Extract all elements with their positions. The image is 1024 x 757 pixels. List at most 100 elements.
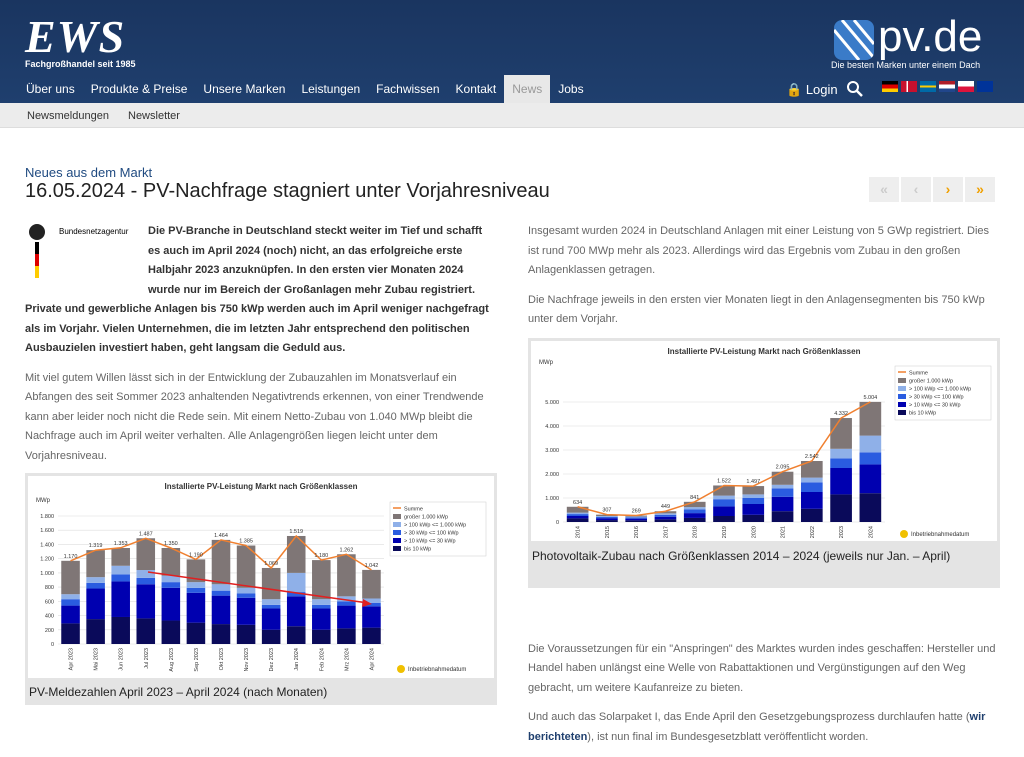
nav-item[interactable]: Fachwissen [376,82,440,96]
bar-segment [86,577,105,583]
bar-segment [566,514,589,516]
legend-swatch [393,514,401,519]
data-label: 1.042 [365,563,379,569]
bar-segment [830,494,852,522]
figure: Installierte PV-Leistung Markt nach Größ… [25,473,497,705]
bar-segment [211,595,231,625]
legend-label: großer 1.000 kWp [404,515,448,521]
flag[interactable] [958,81,974,92]
bar-segment [654,511,677,514]
sub-nav-item[interactable]: Newsmeldungen [27,110,109,122]
bar-segment [742,504,765,515]
flag[interactable] [882,81,898,92]
nav-item[interactable]: Leistungen [301,82,361,96]
paragraph: Insgesamt wurden 2024 in Deutschland Anl… [528,225,990,276]
kicker: Neues aus dem Markt [25,165,153,180]
data-label: 634 [573,500,582,506]
flag[interactable] [977,81,993,92]
bar-segment [859,493,882,522]
bar-segment [830,448,852,459]
chart: Installierte PV-Leistung Markt nach Größ… [28,476,494,678]
bar-segment [161,587,181,621]
nav-item[interactable]: Produkte & Preise [90,82,188,96]
last[interactable]: » [965,177,995,202]
bar-segment [236,545,256,588]
agency-name: Bundesnetzagentur [59,227,129,236]
brand[interactable]: pv.de [878,12,983,61]
x-tick-label: 2019 [722,526,728,538]
bar-segment [859,401,882,436]
bar-segment [136,577,156,585]
left-column: Bundesnetzagentur Die PV-Branche in Deut… [25,222,497,476]
bar-segment [111,616,130,644]
data-label: 269 [632,509,641,515]
bar-segment [771,471,794,485]
legend-label: > 30 kWp <= 100 kWp [909,395,964,401]
bar-segment [771,511,794,522]
y-tick-label: 1.400 [40,542,54,548]
bar-segment [136,538,156,571]
flag[interactable] [901,81,917,92]
bar-segment [362,627,381,644]
x-tick-label: 2015 [605,526,611,538]
bar-segment [713,499,735,507]
brand-icon [834,20,874,60]
data-label: 307 [602,508,611,514]
x-tick-label: 2018 [693,526,699,538]
header: EWS Fachgroßhandel seit 1985 pv.de Die b… [0,0,1024,103]
x-tick-label: 2024 [868,526,874,538]
y-tick-label: 0 [556,520,559,526]
nav-item[interactable]: Unsere Marken [203,82,286,96]
x-tick-label: Dez 2023 [269,648,275,672]
bar-segment [713,506,735,516]
text: Und auch das Solarpaket I, das Ende Apri… [528,711,970,723]
pager: «‹ ›» [869,177,995,202]
login-label[interactable]: Login [805,82,838,97]
x-tick-label: Feb 2024 [319,648,325,671]
sub-nav-item[interactable]: Newsletter [128,110,180,122]
bar-segment [625,518,648,521]
y-tick-label: 3.000 [545,448,559,454]
x-axis-icon [900,530,908,538]
bar-segment [566,518,589,522]
paragraph: Die Nachfrage jeweils in den ersten vier… [528,293,985,326]
bar-segment [161,575,181,583]
caption: PV-Meldezahlen April 2023 – April 2024 (… [29,685,328,699]
next[interactable]: › [933,177,963,202]
bar-segment [337,601,356,606]
legend-label: > 30 kWp <= 100 kWp [404,531,459,537]
bar-segment [312,608,331,630]
bar-segment [566,516,589,519]
login[interactable]: 🔒 Login [786,82,838,97]
data-label: 1.487 [139,531,153,537]
legend-label: Summe [404,507,423,513]
legend-swatch [898,378,906,383]
chart: Installierte PV-Leistung Markt nach Größ… [531,341,997,541]
prev[interactable]: ‹ [901,177,931,202]
nav-item[interactable]: Jobs [558,82,584,96]
nav-item[interactable]: News [504,75,551,103]
bar-segment [161,620,181,644]
bar-segment [261,599,281,605]
bar-segment [236,587,256,594]
x-tick-label: Mai 2023 [94,648,100,671]
bar-segment [211,590,231,596]
data-label: 1.190 [189,552,203,558]
legend-swatch [393,530,401,535]
data-label: 1.350 [164,541,178,547]
nav-item[interactable]: Kontakt [455,82,497,96]
first[interactable]: « [869,177,899,202]
search-icon[interactable] [846,80,864,98]
flag[interactable] [920,81,936,92]
y-tick-label: 2.000 [545,472,559,478]
nav-item[interactable]: Über uns [26,82,75,96]
bar-segment [136,618,156,644]
logo[interactable]: EWS [25,11,126,62]
data-label: 1.170 [64,554,78,560]
bar-segment [596,518,618,521]
y-tick-label: 800 [45,585,54,591]
legend-box [894,365,992,421]
flag[interactable] [939,81,955,92]
